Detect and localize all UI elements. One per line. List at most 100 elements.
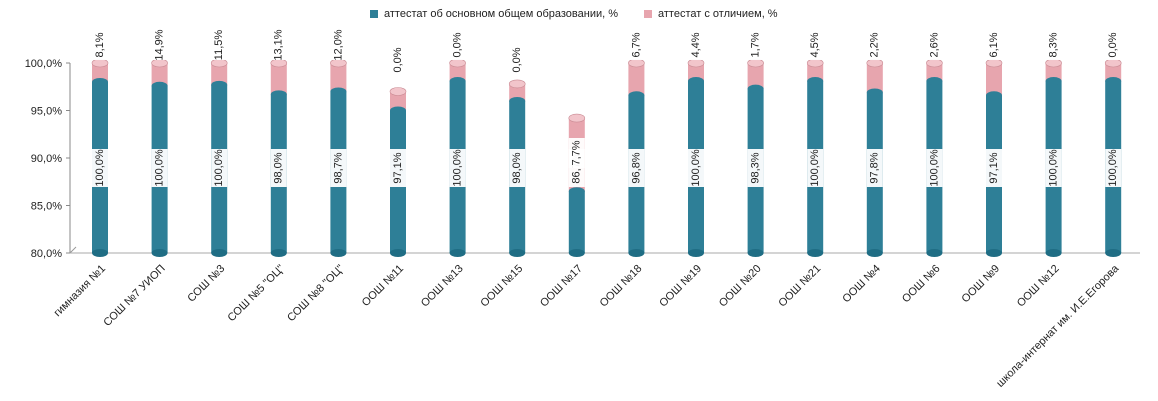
bar-honors-top: [985, 58, 1003, 68]
data-label-basic-bg: [866, 149, 883, 187]
data-label-basic: 100,0%: [94, 149, 106, 187]
x-category-label: гимназия №1: [52, 263, 109, 320]
data-label-basic: 100,0%: [154, 149, 166, 187]
data-label-honors: 14,9%: [154, 29, 166, 60]
bar-honors: [509, 83, 526, 101]
bar-honors-top: [628, 58, 645, 68]
data-label-basic-bg: [509, 149, 526, 187]
bar-basic-bottom: [509, 249, 526, 257]
bar-basic-bottom: [807, 249, 824, 257]
legend-item-honors: аттестат с отличием, %: [644, 8, 778, 20]
data-label-honors-bg: [449, 30, 466, 60]
y-tick-label: 90,0%: [31, 153, 62, 165]
data-label-honors: 2,6%: [928, 32, 940, 57]
x-category-label: ООШ №6: [900, 263, 943, 306]
bar-honors: [151, 63, 168, 86]
bar-basic-top: [807, 77, 824, 86]
bar-honors: [986, 63, 1002, 96]
x-category-label: ООШ №20: [717, 263, 764, 310]
x-category-label: ООШ №17: [538, 263, 585, 310]
bar-basic-bottom: [151, 249, 168, 257]
bar-honors-top: [747, 58, 764, 68]
data-label-honors-bg: [1045, 30, 1062, 60]
bar-honors: [628, 63, 645, 96]
x-category-label: СОШ №7 УИОП: [101, 263, 167, 329]
bar-honors: [449, 63, 466, 82]
data-label-basic-bg: [688, 149, 704, 187]
data-label-basic: 97,1%: [392, 152, 404, 183]
data-label-honors: 4,4%: [690, 32, 702, 57]
data-label-honors: 2,2%: [869, 32, 881, 57]
x-category-label: ООШ №4: [840, 263, 883, 306]
data-label-honors: 0,0%: [392, 47, 404, 72]
bar-basic-bottom: [92, 249, 108, 257]
bar-basic-bottom: [866, 249, 883, 257]
data-label-basic-bg: [92, 149, 108, 187]
legend-label-basic: аттестат об основном общем образовании, …: [384, 8, 619, 20]
data-label-honors-bg: [92, 30, 108, 60]
bar-basic-bottom: [568, 249, 585, 257]
bar-basic-top: [449, 77, 466, 86]
data-label-honors-bg: [866, 30, 883, 60]
data-label-basic-bg: [747, 149, 764, 187]
data-label-basic: 96,8%: [630, 152, 642, 183]
data-label-basic: 97,1%: [988, 152, 1000, 183]
data-label-basic-bg: [151, 149, 168, 187]
data-label-honors: 0,0%: [1107, 32, 1119, 57]
data-label-honors: 0,0%: [452, 32, 464, 57]
data-label-honors-bg: [807, 30, 824, 60]
data-label-honors-bg: [568, 138, 585, 168]
bar-honors: [688, 63, 704, 82]
data-label-basic: 100,0%: [809, 149, 821, 187]
legend-item-basic: аттестат об основном общем образовании, …: [370, 8, 618, 20]
bar-honors-top: [687, 58, 705, 68]
x-category-label: ООШ №15: [478, 263, 525, 310]
bar-honors: [747, 63, 764, 89]
data-label-basic: 100,0%: [928, 149, 940, 187]
bar-basic-top: [1105, 77, 1122, 86]
y-tick-label: 95,0%: [31, 106, 62, 118]
bar-honors: [330, 63, 347, 92]
bar-basic-top: [390, 106, 406, 115]
x-category-label: СОШ №3: [185, 263, 227, 305]
data-label-honors-bg: [390, 45, 406, 75]
data-label-basic: 100,0%: [1048, 149, 1060, 187]
bar-basic-bottom: [1105, 249, 1122, 257]
bar-honors: [866, 63, 883, 93]
data-label-basic-bg: [449, 149, 466, 187]
bar-basic-top: [509, 97, 526, 105]
bar-basic-top: [688, 77, 704, 86]
legend-label-honors: аттестат с отличием, %: [658, 8, 778, 20]
bar-basic-bottom: [390, 249, 406, 257]
bar-basic-top: [866, 88, 883, 97]
x-category-label: ООШ №9: [960, 263, 1003, 306]
x-category-label: ООШ №11: [360, 263, 406, 309]
x-category-label: ООШ №12: [1015, 263, 1062, 310]
bar-basic-top: [986, 91, 1002, 100]
bar-honors-top: [568, 113, 586, 123]
bar-basic-bottom: [926, 249, 943, 257]
y-tick-label: 85,0%: [31, 201, 62, 213]
x-category-label: ООШ №13: [419, 263, 466, 310]
data-label-honors-bg: [1105, 30, 1122, 60]
bar-honors: [1045, 63, 1062, 82]
bar-honors: [211, 63, 228, 85]
data-label-basic-bg: [211, 149, 228, 187]
data-label-basic-bg: [390, 149, 406, 187]
data-label-honors-bg: [628, 30, 645, 60]
data-label-honors-bg: [211, 30, 228, 60]
data-label-basic-bg: [270, 149, 287, 187]
legend-swatch-honors: [644, 10, 653, 18]
data-label-honors-bg: [986, 30, 1002, 60]
bar-basic-bottom: [1045, 249, 1062, 257]
legend-swatch-basic: [370, 10, 378, 18]
bar-honors: [270, 63, 287, 95]
bar-basic-top: [568, 187, 585, 196]
data-label-basic-bg: [628, 149, 645, 187]
chart-legend: аттестат об основном общем образовании, …: [370, 8, 778, 20]
x-category-label: школа-интернат им. И.Е.Егорова: [994, 262, 1122, 390]
data-label-basic: 97,8%: [869, 152, 881, 183]
bar-honors: [926, 63, 943, 82]
data-label-honors-bg: [688, 30, 704, 60]
bar-honors-top: [866, 58, 884, 68]
